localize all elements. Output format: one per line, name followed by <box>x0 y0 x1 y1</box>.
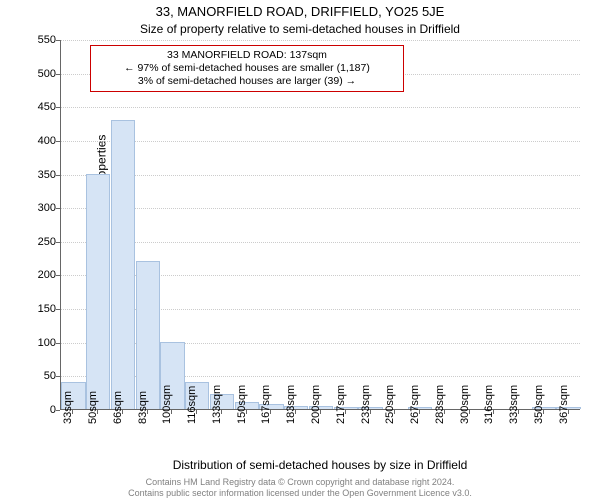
gridline <box>61 242 580 243</box>
footer-line-2: Contains public sector information licen… <box>0 488 600 498</box>
ytick-mark <box>56 141 60 142</box>
ytick-mark <box>56 107 60 108</box>
chart-subtitle: Size of property relative to semi-detach… <box>0 22 600 36</box>
ytick-mark <box>56 242 60 243</box>
chart-bar <box>136 261 160 409</box>
gridline <box>61 107 580 108</box>
ytick-label: 250 <box>16 236 56 248</box>
ytick-label: 400 <box>16 135 56 147</box>
chart-bar <box>111 120 135 409</box>
info-box-line-property: 33 MANORFIELD ROAD: 137sqm <box>97 49 397 62</box>
ytick-mark <box>56 343 60 344</box>
chart-info-box: 33 MANORFIELD ROAD: 137sqm ← 97% of semi… <box>90 45 404 92</box>
ytick-mark <box>56 40 60 41</box>
chart-bar <box>86 174 110 409</box>
ytick-mark <box>56 376 60 377</box>
ytick-label: 450 <box>16 101 56 113</box>
ytick-label: 50 <box>16 370 56 382</box>
ytick-mark <box>56 74 60 75</box>
info-box-line-larger: 3% of semi-detached houses are larger (3… <box>97 75 397 88</box>
gridline <box>61 141 580 142</box>
page-root: 33, MANORFIELD ROAD, DRIFFIELD, YO25 5JE… <box>0 0 600 500</box>
page-title: 33, MANORFIELD ROAD, DRIFFIELD, YO25 5JE <box>0 4 600 19</box>
gridline <box>61 40 580 41</box>
ytick-mark <box>56 309 60 310</box>
info-box-line-smaller: ← 97% of semi-detached houses are smalle… <box>97 62 397 75</box>
ytick-label: 350 <box>16 169 56 181</box>
footer: Contains HM Land Registry data © Crown c… <box>0 477 600 498</box>
gridline <box>61 175 580 176</box>
ytick-label: 200 <box>16 269 56 281</box>
xaxis-title: Distribution of semi-detached houses by … <box>0 458 600 472</box>
gridline <box>61 208 580 209</box>
ytick-label: 100 <box>16 337 56 349</box>
ytick-label: 150 <box>16 303 56 315</box>
ytick-mark <box>56 410 60 411</box>
ytick-mark <box>56 175 60 176</box>
ytick-label: 550 <box>16 34 56 46</box>
ytick-label: 0 <box>16 404 56 416</box>
ytick-label: 500 <box>16 68 56 80</box>
ytick-mark <box>56 275 60 276</box>
ytick-mark <box>56 208 60 209</box>
chart-plot-area <box>60 40 580 410</box>
footer-line-1: Contains HM Land Registry data © Crown c… <box>0 477 600 487</box>
ytick-label: 300 <box>16 202 56 214</box>
